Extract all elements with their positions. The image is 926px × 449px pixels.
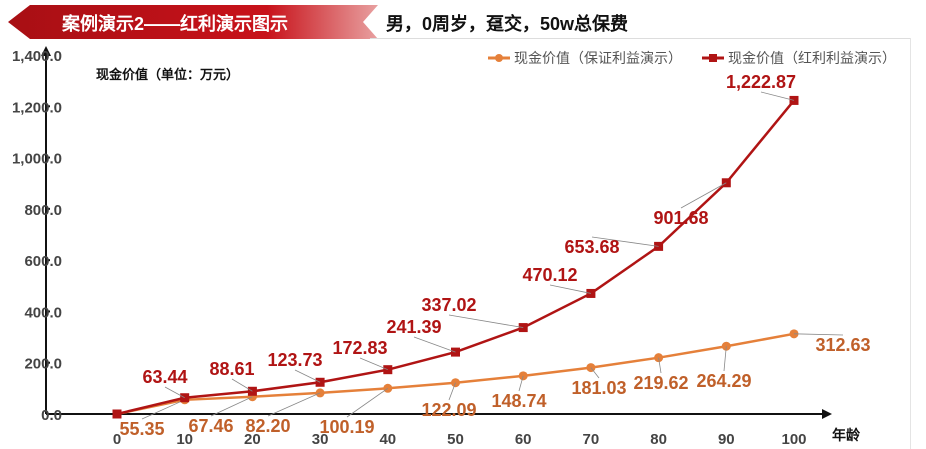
data-label: 1,222.87 (726, 72, 796, 92)
x-tick-label: 30 (312, 431, 329, 448)
x-axis-label: 年龄 (832, 427, 861, 443)
data-label: 88.61 (209, 359, 254, 379)
legend-label: 现金价值（红利利益演示） (728, 50, 896, 66)
leader-line (680, 182, 727, 209)
data-label: 653.68 (564, 237, 619, 257)
x-tick-label: 90 (718, 431, 735, 448)
leader-line (164, 386, 185, 399)
leader-line (267, 392, 321, 417)
title-banner (8, 5, 378, 39)
x-tick-label: 70 (583, 431, 600, 448)
leader-line (210, 396, 253, 417)
y-tick-label: 0.0 (41, 407, 62, 424)
leader-line (231, 378, 253, 392)
data-label: 123.73 (267, 350, 322, 370)
leader-line (590, 367, 600, 379)
y-tick-label: 600.0 (24, 253, 62, 270)
x-tick-label: 50 (447, 431, 464, 448)
leader-line (793, 333, 844, 336)
x-tick-label: 60 (515, 431, 532, 448)
leader-line (359, 357, 388, 371)
legend-marker (709, 54, 717, 62)
data-label: 337.02 (421, 295, 476, 315)
x-tick-label: 10 (176, 431, 193, 448)
data-label: 470.12 (522, 265, 577, 285)
data-label: 241.39 (386, 317, 441, 337)
y-tick-label: 1,400.0 (12, 48, 62, 65)
divider (910, 38, 911, 449)
leader-line (518, 375, 524, 392)
x-tick-label: 20 (244, 431, 261, 448)
data-label: 122.09 (421, 400, 476, 420)
data-label: 219.62 (633, 373, 688, 393)
leader-line (658, 357, 662, 374)
data-label: 55.35 (119, 419, 164, 439)
x-tick-label: 40 (379, 431, 396, 448)
legend-label: 现金价值（保证利益演示） (514, 50, 682, 66)
y-tick-label: 1,200.0 (12, 99, 62, 116)
y-tick-label: 400.0 (24, 304, 62, 321)
data-label: 63.44 (142, 367, 187, 387)
leader-line (448, 314, 524, 328)
legend-marker (495, 54, 503, 62)
leader-line (294, 369, 321, 383)
y-tick-label: 200.0 (24, 356, 62, 373)
x-tick-label: 100 (781, 431, 806, 448)
data-label: 100.19 (319, 417, 374, 437)
leader-line (141, 399, 185, 420)
y-axis-arrow (41, 46, 51, 56)
y-tick-label: 1,000.0 (12, 151, 62, 168)
divider (370, 38, 910, 39)
data-point (112, 409, 122, 419)
leader-line (723, 346, 727, 372)
data-label: 82.20 (245, 416, 290, 436)
leader-line (346, 387, 389, 418)
x-axis-arrow (822, 409, 832, 419)
case-subtitle: 男，0周岁，趸交，50w总保费 (386, 14, 629, 34)
leader-line (413, 336, 456, 353)
data-label: 901.68 (653, 208, 708, 228)
leader-line (448, 382, 456, 401)
leader-line (591, 236, 659, 247)
banner-title: 案例演示2——红利演示图示 (62, 14, 289, 34)
x-tick-label: 0 (113, 431, 121, 448)
y-tick-label: 800.0 (24, 202, 62, 219)
leader-line (760, 91, 795, 101)
data-label: 312.63 (815, 335, 870, 355)
data-label: 148.74 (491, 391, 546, 411)
data-label: 67.46 (188, 416, 233, 436)
data-label: 181.03 (571, 378, 626, 398)
data-label: 264.29 (696, 371, 751, 391)
leader-line (549, 284, 591, 294)
data-label: 172.83 (332, 338, 387, 358)
x-tick-label: 80 (650, 431, 667, 448)
unit-label: 现金价值（单位：万元） (96, 67, 239, 82)
